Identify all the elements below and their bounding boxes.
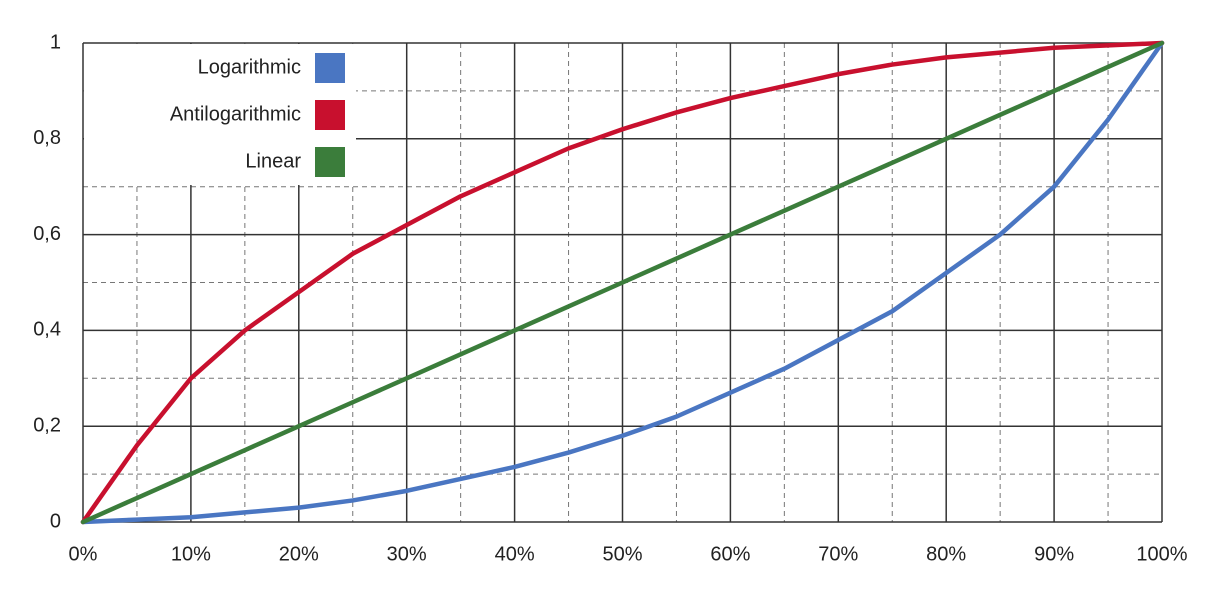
- legend-swatch: [315, 100, 345, 130]
- x-tick-label: 50%: [602, 543, 642, 565]
- line-series: [80, 40, 1165, 525]
- legend-label: Linear: [245, 150, 301, 172]
- y-tick-label: 0,4: [33, 319, 61, 341]
- x-tick-label: 0%: [69, 543, 98, 565]
- y-tick-label: 0,6: [33, 223, 61, 245]
- x-tick-label: 100%: [1136, 543, 1187, 565]
- line-series: [80, 40, 1165, 525]
- y-tick-label: 0,8: [33, 127, 61, 149]
- y-tick-label: 0: [50, 510, 61, 532]
- x-tick-label: 30%: [387, 543, 427, 565]
- legend-swatch: [315, 53, 345, 83]
- y-tick-label: 1: [50, 31, 61, 53]
- line-series: [80, 40, 1165, 525]
- legend-swatch: [315, 147, 345, 177]
- x-tick-label: 20%: [279, 543, 319, 565]
- x-tick-label: 80%: [926, 543, 966, 565]
- x-tick-label: 90%: [1034, 543, 1074, 565]
- y-tick-label: 0,2: [33, 414, 61, 436]
- x-tick-label: 10%: [171, 543, 211, 565]
- legend-label: Antilogarithmic: [170, 103, 301, 125]
- x-tick-label: 70%: [818, 543, 858, 565]
- legend-background: [84, 44, 356, 185]
- x-tick-label: 40%: [495, 543, 535, 565]
- legend-label: Logarithmic: [198, 56, 301, 78]
- x-tick-label: 60%: [710, 543, 750, 565]
